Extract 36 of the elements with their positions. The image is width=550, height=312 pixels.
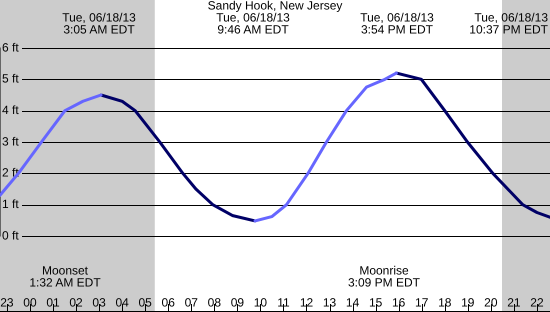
x-tick-label: 04	[115, 296, 130, 310]
text: Moonset 1:32 AM EDT	[29, 263, 102, 290]
text: Tue, 06/18/13 3:54 PM EDT	[360, 10, 434, 36]
x-tick-label: 10	[254, 296, 268, 310]
x-tick-label: 08	[208, 296, 222, 310]
x-tick-label: 20	[484, 296, 498, 310]
x-tick-label: 14	[346, 296, 360, 310]
text: Moonrise 3:09 PM EDT	[348, 263, 421, 290]
x-tick-label: 13	[322, 296, 337, 310]
y-tick-label: 6 ft	[2, 40, 20, 54]
x-tick-label: 02	[69, 296, 84, 310]
x-tick-label: 00	[23, 296, 37, 310]
x-tick-label: 17	[415, 296, 429, 310]
x-tick-label: 18	[438, 296, 452, 310]
y-tick-label: 0 ft	[2, 228, 20, 242]
x-tick-label: 01	[46, 296, 60, 310]
x-tick-label: 22	[530, 296, 544, 310]
x-tick-label: 19	[461, 296, 475, 310]
text: Tue, 06/18/13 10:37 PM EDT	[469, 10, 549, 36]
x-tick-label: 23	[0, 296, 14, 310]
x-tick-label: 07	[184, 296, 198, 310]
y-tick-label: 4 ft	[2, 102, 20, 117]
x-tick-label: 03	[92, 296, 106, 310]
x-tick-label: 05	[138, 296, 152, 310]
y-tick-label: 5 ft	[2, 72, 20, 86]
x-tick-label: 09	[230, 296, 244, 310]
text: Tue, 06/18/13 3:05 AM EDT	[62, 10, 136, 36]
y-tick-label: 1 ft	[2, 196, 20, 211]
y-tick-label: 3 ft	[2, 134, 20, 148]
x-tick-label: 15	[368, 296, 383, 310]
x-tick-label: 11	[277, 296, 290, 310]
x-tick-label: 06	[162, 296, 176, 310]
chart-title: Sandy Hook, New Jersey	[208, 0, 342, 12]
x-tick-label: 21	[507, 296, 521, 310]
x-tick-label: 16	[392, 296, 406, 310]
x-tick-label: 12	[300, 296, 314, 310]
